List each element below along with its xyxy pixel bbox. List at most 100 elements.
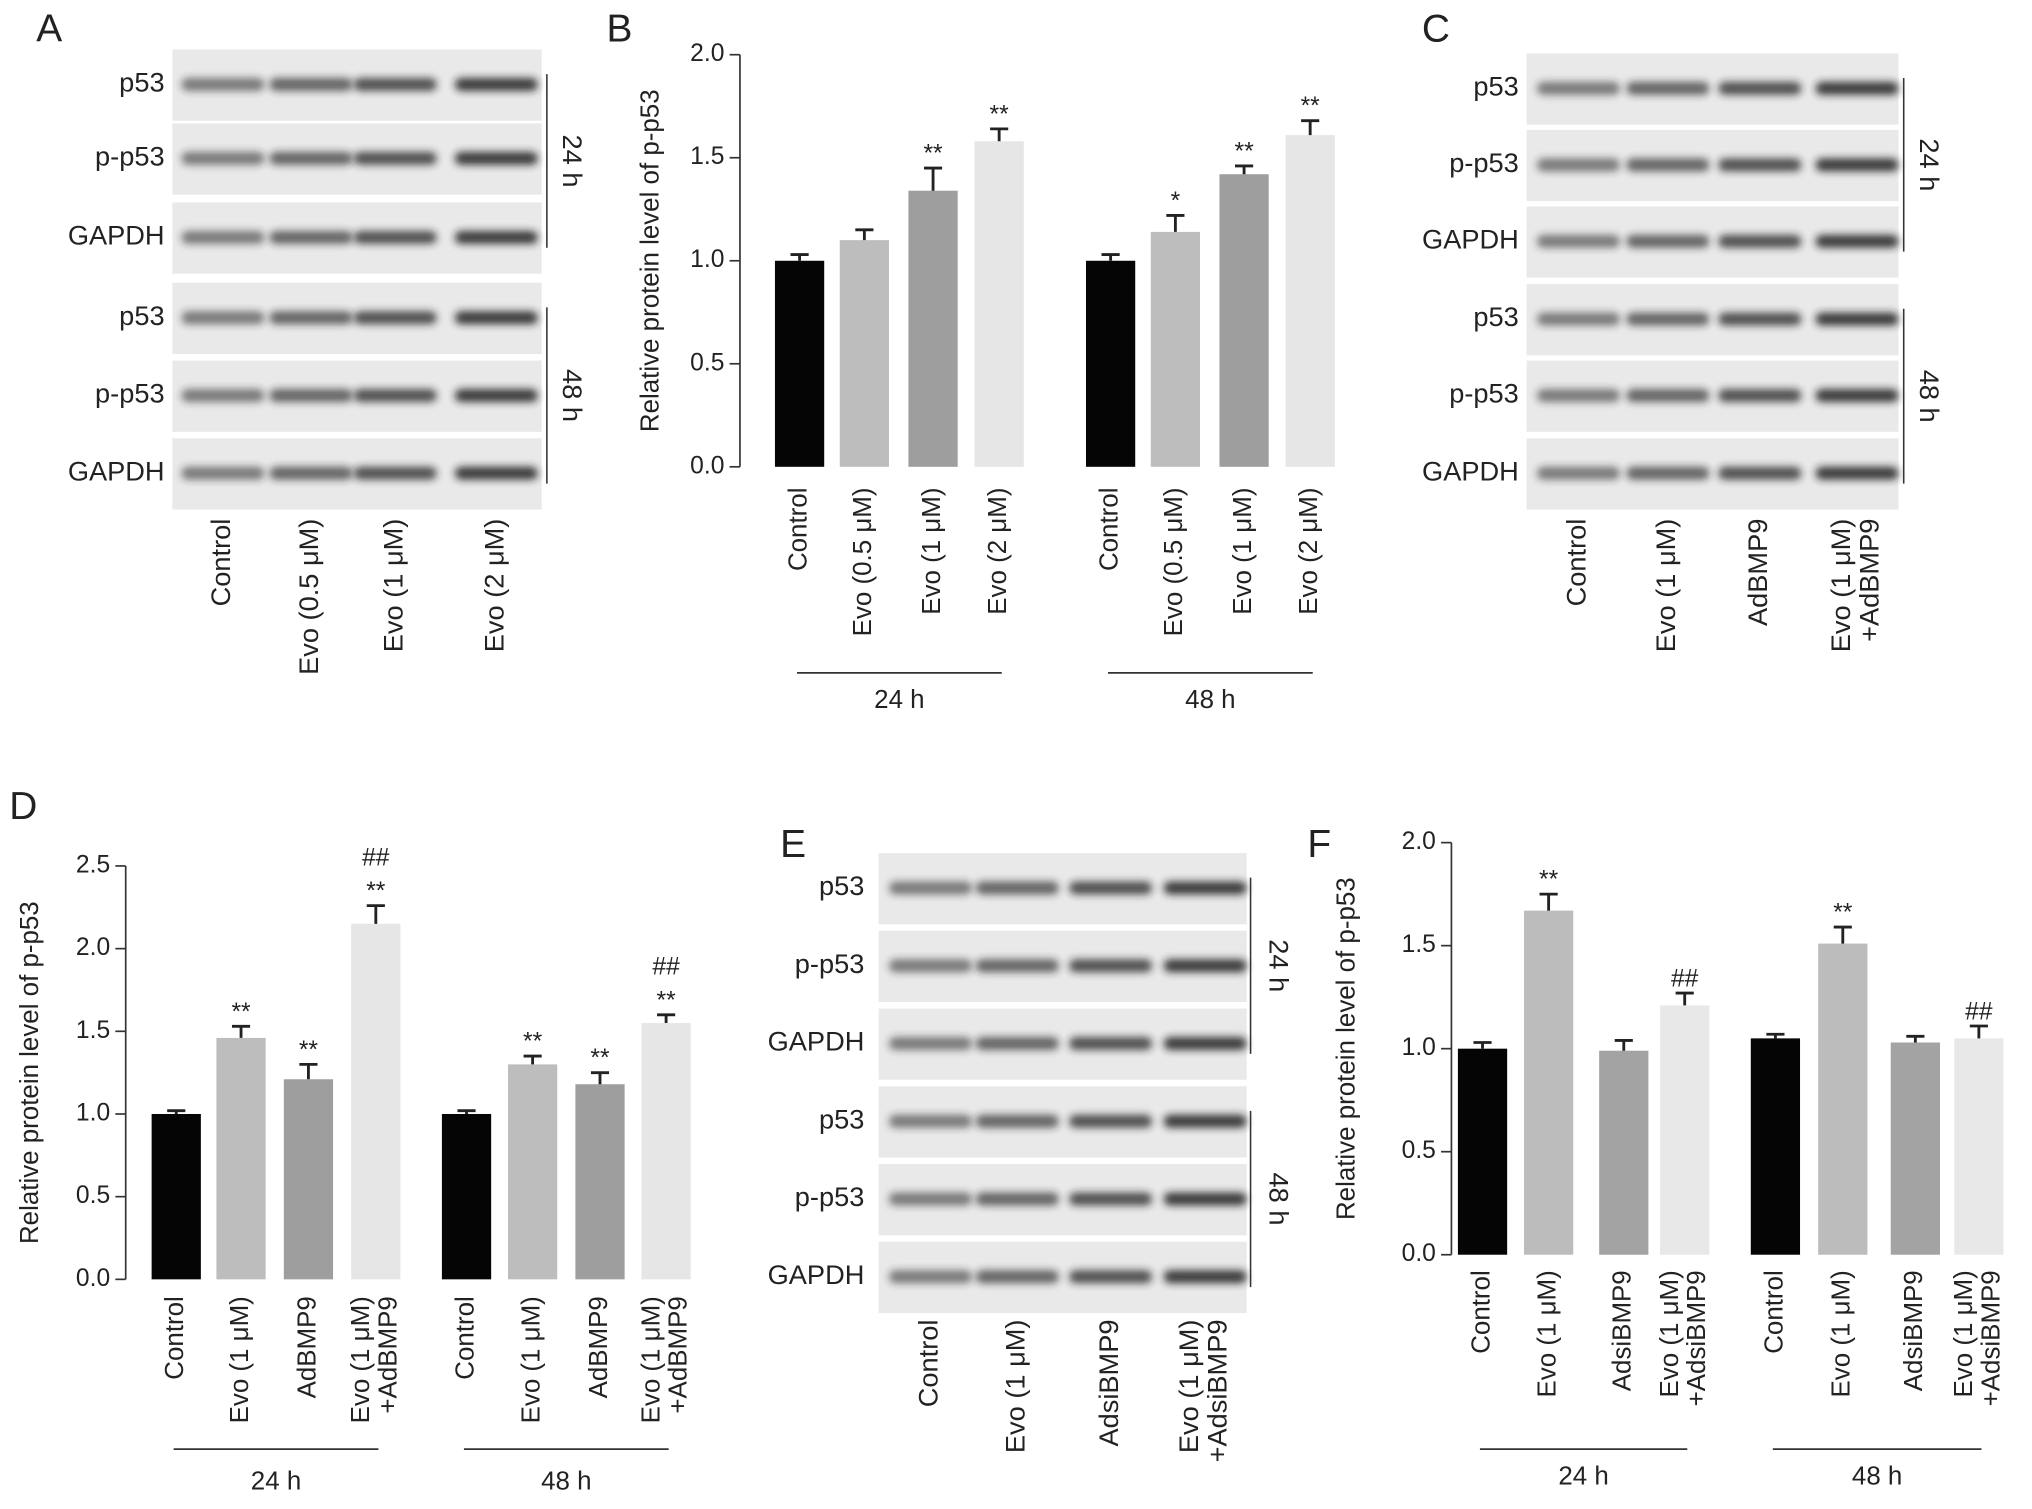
blot-band bbox=[454, 311, 538, 325]
blot-band bbox=[269, 311, 353, 325]
blot-band bbox=[1069, 959, 1153, 973]
row-label: GAPDH bbox=[1422, 224, 1519, 255]
group-label: 24 h bbox=[1263, 939, 1294, 992]
blot-band bbox=[1163, 881, 1247, 895]
category-label: Evo (0.5 μM) bbox=[849, 488, 877, 637]
category-label: Evo (1 μM) bbox=[226, 1296, 254, 1423]
bar bbox=[441, 1113, 492, 1280]
blot-band bbox=[889, 1192, 972, 1206]
category-label: +AdBMP9 bbox=[1854, 519, 1885, 642]
blot-band bbox=[1163, 1192, 1247, 1206]
row-label: p-p53 bbox=[95, 141, 165, 172]
panel-letter: F bbox=[1307, 823, 1331, 866]
blot-band bbox=[1626, 81, 1710, 95]
blot-band bbox=[1626, 466, 1710, 480]
blot-band bbox=[1815, 234, 1899, 248]
blot-band bbox=[454, 466, 538, 480]
category-label: Evo (2 μM) bbox=[984, 488, 1012, 615]
category-label: Evo (1 μM) bbox=[1825, 519, 1856, 653]
y-tick-label: 1.5 bbox=[1402, 931, 1436, 958]
error-bar bbox=[299, 1062, 318, 1080]
error-bar bbox=[590, 1071, 610, 1085]
row-label: GAPDH bbox=[1422, 455, 1519, 486]
bar bbox=[1660, 1005, 1710, 1255]
category-label: Evo (1 μM) bbox=[918, 488, 946, 615]
bar bbox=[1954, 1038, 2004, 1255]
significance-mark: ** bbox=[1833, 900, 1853, 927]
blot-band bbox=[975, 1037, 1059, 1050]
blot-band bbox=[454, 151, 538, 165]
blot-band bbox=[1718, 158, 1802, 172]
blot-band bbox=[181, 230, 265, 244]
row-label: GAPDH bbox=[68, 220, 165, 251]
y-tick-label: 1.0 bbox=[690, 246, 724, 273]
significance-mark: ** bbox=[1235, 139, 1255, 166]
significance-mark: ** bbox=[1301, 93, 1321, 120]
blot-band bbox=[353, 151, 437, 165]
bar bbox=[974, 141, 1024, 467]
blot-band bbox=[1536, 389, 1620, 403]
category-label: Evo (2 μM) bbox=[1295, 488, 1323, 615]
blot-band bbox=[975, 1114, 1059, 1128]
category-label: Evo (1 μM) bbox=[1828, 1270, 1856, 1397]
category-label: AdsiBMP9 bbox=[1609, 1270, 1637, 1391]
group-label: 48 h bbox=[1263, 1173, 1294, 1226]
blot-band bbox=[1069, 1037, 1153, 1050]
category-label: Evo (0.5 μM) bbox=[293, 519, 324, 675]
error-bar bbox=[366, 904, 385, 924]
blot-band bbox=[1536, 466, 1620, 480]
significance-mark: ## bbox=[362, 844, 390, 871]
category-label: Control bbox=[784, 488, 812, 572]
blot-band bbox=[889, 881, 972, 895]
significance-mark: ## bbox=[652, 954, 680, 981]
bar bbox=[283, 1079, 334, 1280]
bar bbox=[839, 240, 889, 467]
row-label: GAPDH bbox=[768, 1259, 865, 1290]
error-bar bbox=[990, 127, 1009, 142]
blot-band bbox=[454, 230, 538, 244]
category-label: Evo (1 μM) bbox=[1533, 1270, 1561, 1397]
category-label: AdsiBMP9 bbox=[1093, 1320, 1124, 1447]
bar bbox=[774, 260, 825, 467]
row-label: p53 bbox=[819, 870, 864, 901]
bar bbox=[216, 1037, 266, 1280]
blot-band bbox=[1718, 466, 1802, 480]
blot-band bbox=[269, 230, 353, 244]
error-bar bbox=[657, 1013, 676, 1024]
y-axis-label: Relative protein level of p-p53 bbox=[1333, 877, 1361, 1220]
blot-band bbox=[1069, 1270, 1153, 1284]
panel-letter: E bbox=[780, 823, 806, 866]
blot-band bbox=[1536, 158, 1620, 172]
blot-band bbox=[889, 1037, 972, 1050]
blot-band bbox=[1815, 389, 1899, 403]
y-tick-label: 1.5 bbox=[690, 143, 724, 170]
category-label: AdBMP9 bbox=[585, 1296, 613, 1398]
blot-band bbox=[353, 230, 437, 244]
blot-band bbox=[269, 78, 353, 91]
error-bar bbox=[1969, 1024, 1988, 1039]
blot-band bbox=[1718, 234, 1802, 248]
error-bar bbox=[1614, 1039, 1633, 1051]
category-label: Evo (1 μM) bbox=[1650, 519, 1681, 653]
group-label: 24 h bbox=[874, 686, 924, 714]
y-tick-label: 0.5 bbox=[1402, 1137, 1436, 1164]
blot-band bbox=[975, 1270, 1059, 1284]
category-label: Control bbox=[1760, 1270, 1788, 1354]
y-tick-label: 2.0 bbox=[1402, 828, 1436, 855]
blot-band bbox=[1815, 312, 1899, 326]
blot-band bbox=[1815, 81, 1899, 95]
bar bbox=[1457, 1048, 1508, 1255]
significance-mark: ** bbox=[366, 878, 386, 905]
category-label: AdBMP9 bbox=[293, 1296, 321, 1398]
category-label: Evo (1 μM) bbox=[999, 1320, 1030, 1454]
y-tick-label: 1.5 bbox=[76, 1017, 110, 1044]
blot-band bbox=[1626, 389, 1710, 403]
error-bar bbox=[855, 228, 874, 241]
error-bar bbox=[1766, 1032, 1785, 1039]
category-label: Control bbox=[913, 1320, 944, 1408]
blot-band bbox=[1718, 312, 1802, 326]
y-tick-label: 0.0 bbox=[76, 1265, 110, 1292]
error-bar bbox=[1539, 892, 1558, 911]
error-bar bbox=[231, 1024, 251, 1038]
blot-band bbox=[454, 78, 538, 91]
